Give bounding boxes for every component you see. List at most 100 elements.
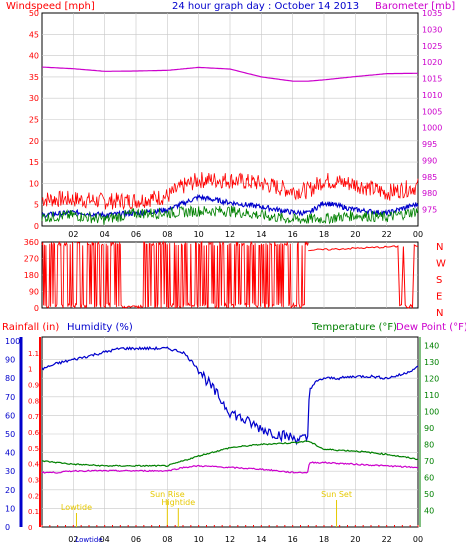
rainfall-tick-label: 0	[28, 524, 32, 532]
climate-chart: 010203040506070809010000.10.20.30.40.50.…	[5, 336, 439, 544]
humidity-tick-label: 40	[5, 449, 15, 458]
humidity-tick-label: 80	[5, 374, 15, 383]
climate-x-tick-label: 00	[413, 535, 423, 544]
humidity-tick-label: 10	[5, 504, 15, 513]
wind-x-tick-label: 00	[413, 230, 423, 239]
humidity-tick-label: 30	[5, 467, 15, 476]
rainfall-tick-label: 0.8	[28, 397, 39, 405]
rainfall-tick-label: 0.1	[28, 508, 39, 516]
temperature-tick-label: 120	[424, 374, 439, 383]
temperature-tick-label: 40	[424, 506, 434, 515]
rainfall-tick-label: 0.4	[28, 461, 40, 469]
humidity-tick-label: 70	[5, 393, 15, 402]
bottom-tide-label: Lowtide	[75, 536, 102, 544]
barometer-series-line	[41, 66, 418, 82]
rainfall-tick-label: 1	[28, 366, 32, 374]
climate-x-tick-label: 14	[256, 535, 266, 544]
wind-x-tick-label: 16	[288, 230, 298, 239]
barometer-tick-label: 980	[422, 189, 437, 198]
climate-x-tick-label: 02	[68, 535, 78, 544]
wind-left-tick-label: 20	[29, 137, 39, 146]
barometer-tick-label: 1025	[422, 42, 442, 51]
direction-left-tick-label: 180	[24, 271, 39, 280]
wind-left-tick-label: 40	[29, 52, 39, 61]
temperature-tick-label: 110	[424, 391, 439, 400]
barometer-tick-label: 995	[422, 140, 437, 149]
barometer-tick-label: 1005	[422, 107, 442, 116]
wind-x-tick-label: 20	[350, 230, 360, 239]
humidity-label: Humidity (%)	[67, 322, 133, 333]
barometer-tick-label: 1030	[422, 25, 442, 34]
direction-left-tick-label: 0	[34, 304, 39, 313]
wind-left-tick-label: 45	[29, 30, 39, 39]
rainfall-label: Rainfall (in)	[2, 322, 59, 333]
wind-left-tick-label: 50	[29, 9, 39, 18]
rainfall-tick-label: 0.3	[28, 477, 39, 485]
wind-x-tick-label: 14	[256, 230, 266, 239]
humidity-tick-label: 100	[5, 337, 20, 346]
humidity-tick-label: 90	[5, 356, 15, 365]
direction-left-tick-label: 360	[24, 238, 39, 247]
graph-title: 24 hour graph day : October 14 2013	[172, 1, 359, 12]
wind-left-tick-label: 15	[29, 158, 39, 167]
direction-compass-label: S	[436, 275, 442, 286]
direction-left-tick-label: 270	[24, 255, 39, 264]
rainfall-tick-label: 0.5	[28, 445, 39, 453]
rainfall-tick-label: 0.7	[28, 413, 39, 421]
climate-x-tick-label: 16	[288, 535, 298, 544]
climate-x-tick-label: 04	[100, 535, 110, 544]
sun-tide-annotation: Hightide	[161, 498, 195, 507]
barometer-title: Barometer [mb]	[375, 1, 455, 12]
climate-x-tick-label: 12	[225, 535, 235, 544]
sun-tide-annotation: Sun Rise	[150, 490, 185, 499]
barometer-tick-label: 990	[422, 156, 437, 165]
climate-x-tick-label: 20	[350, 535, 360, 544]
barometer-tick-label: 1010	[422, 91, 442, 100]
wind-average-series-line	[41, 193, 419, 219]
wind-x-tick-label: 02	[68, 230, 78, 239]
direction-left-tick-label: 90	[29, 288, 39, 297]
dewpoint-label: Dew Point (°F)	[396, 322, 466, 333]
rainfall-tick-label: 0.2	[28, 492, 39, 500]
direction-compass-label: E	[436, 292, 442, 303]
barometer-tick-label: 1015	[422, 75, 442, 84]
temperature-tick-label: 90	[424, 424, 434, 433]
barometer-tick-label: 985	[422, 173, 437, 182]
climate-x-tick-label: 10	[194, 535, 204, 544]
climate-x-tick-label: 18	[319, 535, 329, 544]
barometer-tick-label: 1035	[422, 9, 442, 18]
wind-gust-series-line	[41, 172, 419, 211]
wind-left-tick-label: 25	[29, 116, 39, 125]
wind-left-tick-label: 0	[34, 222, 39, 231]
wind-x-tick-label: 04	[100, 230, 110, 239]
wind-left-tick-label: 10	[29, 179, 39, 188]
temperature-tick-label: 140	[424, 341, 439, 350]
temperature-tick-label: 50	[424, 490, 434, 499]
temperature-tick-label: 130	[424, 358, 439, 367]
wind-left-tick-label: 5	[34, 201, 39, 210]
climate-x-tick-label: 08	[162, 535, 172, 544]
wind-x-tick-label: 10	[194, 230, 204, 239]
wind-chart: 0510152025303540455097598098599099510001…	[29, 9, 443, 239]
temperature-tick-label: 100	[424, 407, 439, 416]
humidity-tick-label: 0	[5, 523, 10, 532]
temperature-tick-label: 60	[424, 473, 434, 482]
wind-x-tick-label: 06	[131, 230, 141, 239]
humidity-tick-label: 50	[5, 430, 15, 439]
wind-left-tick-label: 30	[29, 94, 39, 103]
wind-x-tick-label: 18	[319, 230, 329, 239]
climate-x-tick-label: 06	[131, 535, 141, 544]
rainfall-tick-label: 0.9	[28, 382, 39, 390]
direction-compass-label: N	[436, 308, 443, 319]
wind-x-tick-label: 08	[162, 230, 172, 239]
barometer-tick-label: 1000	[422, 124, 442, 133]
humidity-tick-label: 60	[5, 411, 15, 420]
direction-compass-label: N	[436, 242, 443, 253]
direction-compass-label: W	[436, 259, 446, 270]
wind-x-tick-label: 12	[225, 230, 235, 239]
sun-tide-annotation: Sun Set	[321, 490, 352, 499]
rainfall-tick-label: 1.1	[28, 350, 39, 358]
